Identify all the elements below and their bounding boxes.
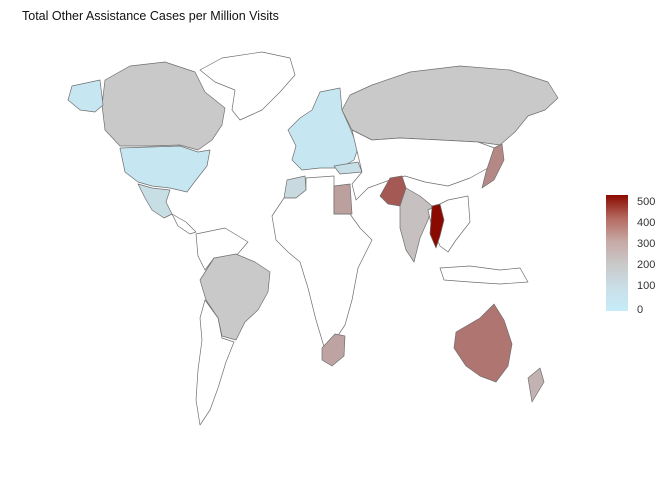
map-title: Total Other Assistance Cases per Million… bbox=[22, 9, 279, 23]
legend-tick-label: 400 bbox=[637, 217, 656, 229]
country-australia[interactable] bbox=[453, 303, 513, 383]
legend-tick-label: 0 bbox=[637, 304, 644, 316]
country-united-states[interactable] bbox=[119, 145, 211, 193]
legend-tick-label: 200 bbox=[637, 259, 656, 271]
country-mexico[interactable] bbox=[137, 183, 173, 219]
country-russia[interactable] bbox=[341, 65, 559, 146]
country-thailand[interactable] bbox=[429, 203, 445, 249]
color-legend: 500 400 300 200 100 0 bbox=[606, 192, 666, 317]
legend-tick-label: 500 bbox=[637, 196, 656, 208]
legend-tick-label: 300 bbox=[637, 238, 656, 250]
country-brazil[interactable] bbox=[199, 253, 271, 341]
country-greenland[interactable] bbox=[199, 51, 296, 121]
country-canada[interactable] bbox=[101, 61, 226, 151]
country-egypt[interactable] bbox=[333, 183, 353, 215]
country-japan[interactable] bbox=[481, 143, 505, 189]
country-india[interactable] bbox=[399, 187, 433, 263]
legend-color-bar bbox=[606, 195, 628, 311]
country-central-asia[interactable] bbox=[351, 129, 501, 201]
legend-tick-label: 100 bbox=[637, 280, 656, 292]
country-central-america[interactable] bbox=[171, 213, 197, 235]
country-africa[interactable] bbox=[271, 175, 373, 351]
country-argentina-chile[interactable] bbox=[195, 299, 235, 426]
country-indonesia[interactable] bbox=[439, 265, 529, 285]
country-south-africa[interactable] bbox=[321, 333, 346, 367]
country-alaska[interactable] bbox=[67, 79, 104, 113]
country-new-zealand[interactable] bbox=[527, 367, 545, 403]
